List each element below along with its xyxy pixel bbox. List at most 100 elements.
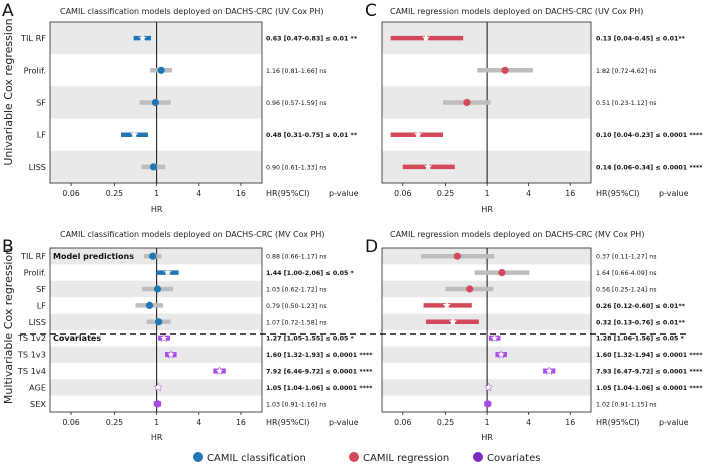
- x-axis-title: HR: [151, 205, 163, 214]
- estimate-point: [484, 400, 492, 408]
- row-label: SF: [36, 98, 46, 108]
- row-annotation: 1.28 [1.06-1.56] ≤ 0.05 *: [596, 336, 685, 343]
- row-annotation: 7.93 [6.47-9.72] ≤ 0.0001 ****: [596, 369, 703, 376]
- estimate-point: [151, 98, 159, 107]
- estimate-point: [157, 66, 165, 74]
- legend: CAMIL classification CAMIL regression Cova…: [193, 452, 540, 464]
- panel-title-B: CAMIL classification models deployed on …: [60, 230, 325, 239]
- x-axis-title: HR: [151, 433, 163, 442]
- row-label: TIL RF: [20, 251, 46, 261]
- row-annotation: 1.05 [1.04-1.06] ≤ 0.0001 ****: [596, 385, 703, 392]
- univariable-y-title: Univariable Cox regression: [2, 18, 15, 165]
- annotation-header-pvalue: p-value: [329, 189, 359, 198]
- panel-title-C: CAMIL regression models deployed on DACH…: [390, 7, 643, 16]
- row-annotation: 0.63 [0.47-0.83] ≤ 0.01 **: [266, 36, 358, 43]
- row-annotation: 0.96 [0.57-1.59] ns: [266, 100, 327, 107]
- significant-star-marker: [138, 33, 147, 42]
- estimate-point: [153, 285, 162, 293]
- panel-letter-A: A: [2, 1, 14, 21]
- legend-marker-icon: [193, 452, 203, 462]
- row-annotation: 0.88 [0.66-1.17] ns: [266, 254, 327, 261]
- estimate-point: [463, 98, 471, 107]
- significant-star-marker: [442, 301, 451, 309]
- row-annotation: 0.14 [0.06-0.34] ≤ 0.0001 ****: [596, 164, 703, 171]
- legend-label: CAMIL classification: [207, 453, 306, 464]
- panel-letter-B: B: [2, 237, 14, 257]
- row-label: TS 1v2: [17, 333, 46, 343]
- row-label: AGE: [29, 382, 46, 392]
- row-band: [382, 313, 591, 330]
- row-annotation: 0.37 [0.11-1.27] ns: [596, 254, 657, 261]
- row-annotation: 1.16 [0.81-1.66] ns: [266, 68, 327, 75]
- panel-title-D: CAMIL regression models deployed on DACH…: [390, 230, 644, 239]
- x-tick-label: 4: [196, 418, 201, 427]
- annotation-header-hr: HR(95%CI): [596, 418, 640, 427]
- significant-star-marker: [214, 366, 225, 375]
- x-tick-label: 1: [485, 418, 490, 427]
- row-band: [50, 22, 262, 55]
- x-tick-label: 0.06: [394, 418, 411, 427]
- x-tick-label: 16: [236, 418, 246, 427]
- row-label: LF: [37, 300, 47, 310]
- row-label: LF: [37, 130, 47, 140]
- estimate-point: [149, 252, 157, 260]
- row-annotation: 0.26 [0.12-0.60] ≤ 0.01**: [596, 303, 686, 310]
- legend-label: Covariates: [487, 453, 540, 464]
- row-annotation: 0.79 [0.50-1.23] ns: [266, 303, 327, 310]
- row-annotation: 7.92 [6.46-9.72] ≤ 0.0001 ****: [266, 369, 373, 376]
- section-label-model-predictions: Model predictions: [53, 252, 134, 261]
- row-label: TS 1v3: [17, 350, 46, 360]
- panel-letter-D: D: [365, 237, 378, 257]
- panel-letter-C: C: [365, 1, 377, 21]
- row-label: TIL RF: [20, 33, 46, 43]
- significant-star-marker: [448, 317, 457, 326]
- row-annotation: 1.60 [1.32-1.94] ≤ 0.0001 ****: [596, 352, 703, 359]
- significant-star-marker: [163, 268, 172, 276]
- significant-star-marker: [159, 333, 169, 343]
- row-label: Prolif.: [24, 65, 46, 75]
- x-tick-label: 4: [526, 189, 531, 198]
- x-tick-label: 0.25: [106, 189, 123, 198]
- plot-frame: [49, 247, 263, 413]
- row-annotation: 0.32 [0.13-0.76] ≤ 0.01**: [596, 319, 686, 326]
- x-tick-label: 0.25: [437, 418, 454, 427]
- significant-star-marker: [489, 333, 500, 343]
- row-annotation: 1.60 [1.32-1.93] ≤ 0.0001 ****: [266, 352, 373, 359]
- significant-star-marker: [421, 33, 430, 42]
- row-annotation: 0.48 [0.31-0.75] ≤ 0.01 **: [266, 132, 358, 139]
- row-annotation: 1.27 [1.05-1.55] ≤ 0.05 *: [266, 336, 355, 343]
- x-tick-label: 16: [236, 189, 246, 198]
- panels-group: A CAMIL classification models deployed on…: [2, 1, 703, 442]
- plot-frame: [49, 21, 263, 184]
- row-annotation: 0.10 [0.04-0.23] ≤ 0.0001 ****: [596, 132, 703, 139]
- x-tick-label: 0.06: [62, 418, 79, 427]
- row-annotation: 0.90 [0.61-1.33] ns: [266, 164, 327, 171]
- row-annotation: 1.02 [0.91-1.15] ns: [596, 401, 657, 408]
- annotation-header-hr: HR(95%CI): [266, 418, 310, 427]
- row-label: LISS: [29, 317, 46, 327]
- annotation-header-hr: HR(95%CI): [596, 189, 640, 198]
- significant-star-marker: [130, 130, 139, 139]
- x-tick-label: 0.25: [437, 189, 454, 198]
- row-annotation: 1.03 [0.62-1.72] ns: [266, 287, 327, 294]
- significant-star-marker: [483, 382, 494, 392]
- row-annotation: 1.64 [0.66-4.09] ns: [596, 270, 657, 277]
- annotation-header-pvalue: p-value: [329, 418, 359, 427]
- estimate-point: [498, 269, 506, 277]
- x-axis-title: HR: [481, 205, 493, 214]
- x-tick-label: 1: [485, 189, 490, 198]
- row-annotation: 1.82 [0.72-4.62] ns: [596, 68, 657, 75]
- multivariable-y-title: Multivariable Cox regression: [2, 248, 15, 404]
- estimate-point: [145, 301, 154, 309]
- row-annotation: 1.05 [1.04-1.06] ≤ 0.0001 ****: [266, 385, 373, 392]
- row-annotation: 0.56 [0.25-1.24] ns: [596, 287, 657, 294]
- x-tick-label: 4: [526, 418, 531, 427]
- significant-star-marker: [544, 366, 554, 375]
- legend-marker-icon: [349, 452, 359, 462]
- row-label: SF: [36, 284, 46, 294]
- x-tick-label: 16: [565, 189, 575, 198]
- legend-label: CAMIL regression: [363, 453, 449, 464]
- plot-frame: [381, 247, 592, 413]
- row-label: SEX: [30, 399, 46, 409]
